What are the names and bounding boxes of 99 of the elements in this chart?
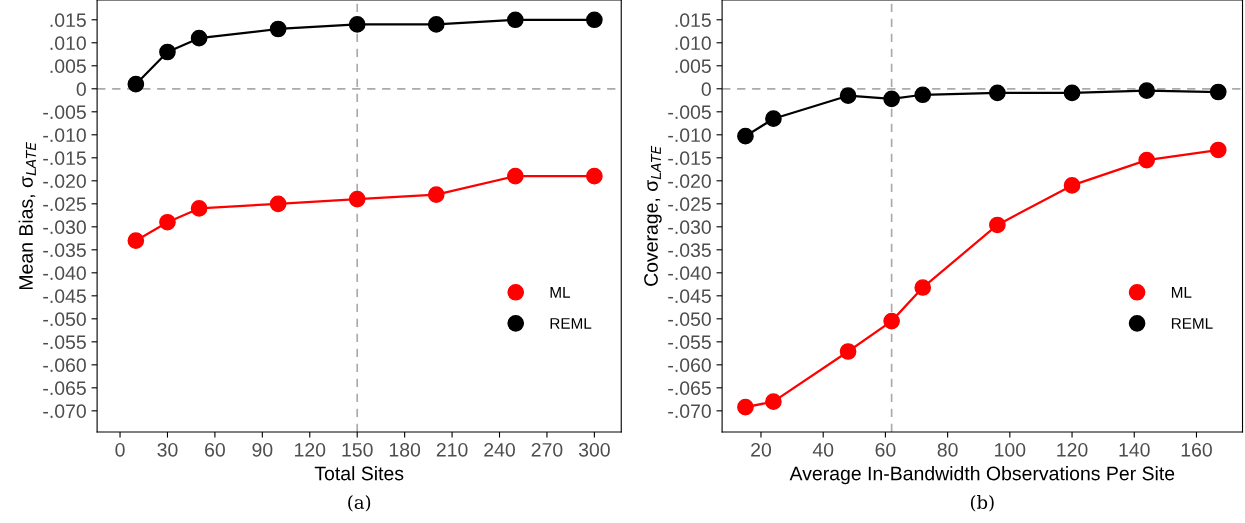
point [883, 90, 900, 108]
point [839, 87, 857, 105]
legend-label: ML [550, 287, 571, 298]
y-tick-label: -.030 [43, 220, 86, 235]
y-tick-label: -.065 [668, 381, 711, 396]
y-tick-label: -.040 [43, 266, 86, 281]
point [765, 393, 782, 410]
point [1138, 151, 1156, 169]
point [586, 167, 603, 185]
y-tick-label: .010 [50, 36, 86, 51]
y-tick-label: -.020 [43, 174, 86, 189]
y-tick-label: -.005 [668, 105, 711, 120]
point [737, 398, 754, 416]
y-tick-label: -.020 [668, 174, 711, 189]
x-tick-label: 180 [389, 442, 421, 457]
x-tick-label: 210 [436, 442, 468, 457]
y-tick-label: -.060 [668, 358, 711, 373]
y-tick-label: -.070 [668, 404, 711, 419]
x-tick-label: 160 [1181, 442, 1212, 457]
y-tick-label: -.060 [43, 358, 86, 373]
y-tick-label: -.055 [43, 335, 86, 350]
point [190, 200, 208, 217]
x-tick-label: 240 [484, 442, 515, 457]
legend-label: REML [550, 318, 592, 329]
y-tick-label: -.035 [43, 243, 86, 258]
y-tick-label: -.015 [668, 151, 711, 166]
point [506, 11, 524, 29]
y-tick-label: -.005 [43, 105, 86, 120]
point [348, 190, 366, 208]
point [427, 186, 445, 203]
y-tick-label: .010 [675, 36, 711, 51]
point [159, 213, 176, 231]
x-tick-label: 60 [875, 442, 896, 457]
x-tick-label: 300 [578, 442, 610, 457]
text: (a) [348, 495, 371, 512]
point [1063, 177, 1081, 194]
point [190, 29, 208, 47]
x-tick-label: 140 [1119, 442, 1150, 457]
point [883, 312, 900, 330]
y-tick-label: -.040 [668, 266, 711, 281]
point [1063, 84, 1081, 102]
x-tick-label: 60 [205, 442, 225, 457]
y-tick-label: -.015 [43, 151, 86, 166]
point [159, 43, 176, 61]
legend-label: ML [1171, 287, 1192, 298]
point [348, 16, 366, 33]
x-tick-label: 90 [252, 442, 273, 457]
x-tick-label: 120 [1057, 442, 1088, 457]
x-axis-title: Total Sites [314, 466, 404, 481]
y-tick-label: -.065 [43, 381, 86, 396]
y-tick-label: .015 [675, 13, 711, 28]
point [586, 11, 603, 29]
x-tick-label: 150 [342, 442, 373, 457]
point [1138, 82, 1156, 99]
y-tick-label: -.035 [668, 243, 711, 258]
x-tick-label: 0 [115, 442, 125, 457]
point [989, 84, 1006, 102]
y-tick-label: -.010 [668, 128, 711, 143]
point [737, 127, 754, 145]
y-tick-label: .015 [50, 13, 86, 28]
point [1209, 141, 1227, 159]
x-tick-label: 100 [995, 442, 1026, 457]
point [914, 86, 932, 104]
point [127, 75, 145, 93]
y-tick-label: -.045 [43, 289, 86, 304]
y-tick-label: -.025 [668, 197, 711, 212]
y-tick-label: 0 [701, 82, 711, 97]
point [127, 232, 145, 249]
y-tick-label: 0 [76, 82, 86, 97]
x-tick-label: 20 [751, 442, 772, 457]
y-tick-label: .005 [50, 59, 86, 74]
text: (b) [970, 495, 994, 512]
y-tick-label: -.055 [668, 335, 711, 350]
x-tick-label: 40 [812, 442, 834, 457]
point [506, 167, 524, 185]
y-tick-label: -.010 [43, 128, 86, 143]
y-tick-label: -.025 [43, 197, 86, 212]
x-tick-label: 30 [157, 442, 178, 457]
y-tick-label: -.045 [668, 289, 711, 304]
point [269, 195, 287, 213]
point [269, 20, 287, 38]
legend-label: REML [1171, 318, 1213, 329]
y-tick-label: -.050 [668, 312, 711, 327]
point [914, 279, 932, 296]
point [989, 216, 1006, 234]
y-tick-label: -.050 [43, 312, 86, 327]
x-tick-label: 80 [937, 442, 958, 457]
y-axis-title: Coverage, σ$_{LATE}$ [644, 145, 662, 286]
y-axis-title: Mean Bias, σ$_{LATE}$ [18, 142, 36, 290]
y-tick-label: -.070 [43, 404, 86, 419]
point [427, 16, 445, 33]
x-tick-label: 270 [531, 442, 563, 457]
point [839, 343, 857, 360]
x-axis-title: Average In-Bandwidth Observations Per Site [789, 466, 1175, 485]
point [765, 110, 782, 128]
y-tick-label: .005 [675, 59, 711, 74]
x-tick-label: 120 [295, 442, 326, 457]
y-tick-label: -.030 [668, 220, 711, 235]
point [1209, 83, 1227, 101]
